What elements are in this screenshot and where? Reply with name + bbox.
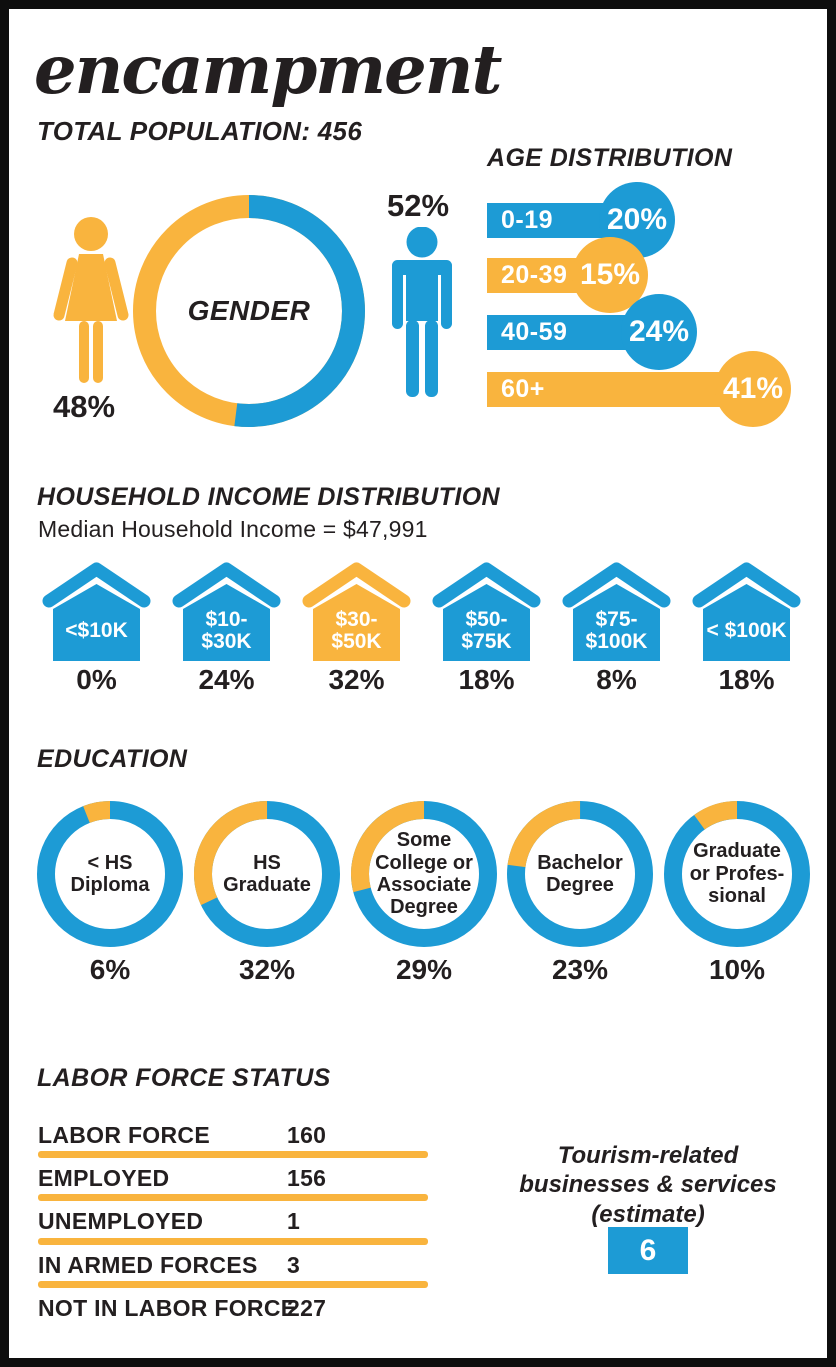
age-section-heading: AGE DISTRIBUTION <box>487 144 733 172</box>
income-percentage: 18% <box>458 664 515 695</box>
male-icon <box>392 227 452 397</box>
labor-row-unemployed: UNEMPLOYED 1 <box>38 1208 430 1238</box>
age-bar-20-39: 20-39 15% <box>487 237 832 313</box>
income-percentage: 18% <box>718 664 775 695</box>
median-income-label: Median Household Income = $47,991 <box>38 516 428 542</box>
labor-row-label: EMPLOYED <box>38 1165 170 1191</box>
age-bar-0-19: 0-19 20% <box>487 182 832 258</box>
age-percentage-bubble: 20% <box>599 182 675 258</box>
age-percentage-bubble: 41% <box>715 351 791 427</box>
education-category-label: < HS Diploma <box>70 851 150 896</box>
house-icon <box>302 562 411 661</box>
education-donut-svg <box>664 801 810 947</box>
age-range-label: 0-19 <box>501 206 554 234</box>
female-icon <box>53 217 129 383</box>
labor-row-value: 1 <box>287 1208 301 1234</box>
total-population-label: TOTAL POPULATION: 456 <box>37 116 363 146</box>
education-donut-svg <box>37 801 183 947</box>
education-donut-svg <box>507 801 653 947</box>
education-percentage: 10% <box>708 954 766 985</box>
row-divider <box>38 1151 428 1158</box>
age-percentage: 24% <box>628 315 690 348</box>
income-house-30k-50k: $30- $50K 32% <box>300 556 413 701</box>
age-bar-rect: 60+ <box>487 372 753 407</box>
house-icon <box>432 562 541 661</box>
education-percentage: 32% <box>238 954 296 985</box>
labor-row-employed: EMPLOYED 156 <box>38 1165 430 1195</box>
age-bar-40-59: 40-59 24% <box>487 294 832 370</box>
house-icon <box>42 562 151 661</box>
education-donut-hs-diploma: < HS Diploma 6% <box>37 801 183 1016</box>
education-category-label: Bachelor Degree <box>537 851 623 896</box>
age-range-label: 60+ <box>501 375 545 403</box>
education-section-heading: EDUCATION <box>37 745 188 773</box>
income-range-label: $30- $50K <box>331 607 382 653</box>
education-donut-graduate: Graduate or Profes- sional 10% <box>664 801 810 1016</box>
age-percentage: 20% <box>606 203 668 236</box>
tourism-count: 6 <box>639 1233 657 1267</box>
labor-row-labor-force: LABOR FORCE 160 <box>38 1122 430 1152</box>
income-range-label: <$10K <box>65 618 128 642</box>
education-percentage: 29% <box>395 954 453 985</box>
income-range-label: < $100K <box>706 618 787 642</box>
education-donut-some-college: Some College or Associate Degree 29% <box>350 801 497 1016</box>
income-range-label: $50- $75K <box>461 607 512 653</box>
row-divider <box>38 1194 428 1201</box>
labor-section-heading: LABOR FORCE STATUS <box>37 1064 331 1092</box>
education-category-label: Graduate or Profes- sional <box>689 840 785 908</box>
age-percentage-bubble: 15% <box>572 237 648 313</box>
gender-chart-title: GENDER <box>187 295 311 326</box>
page-title: encampment <box>34 30 502 109</box>
age-percentage: 41% <box>722 372 784 405</box>
age-percentage-bubble: 24% <box>621 294 697 370</box>
gender-donut-svg <box>133 195 365 427</box>
tourism-count-box: 6 <box>608 1227 688 1274</box>
education-donut-svg <box>194 801 340 947</box>
income-percentage: 0% <box>76 664 117 695</box>
row-divider <box>38 1238 428 1245</box>
income-house-10k-30k: $10- $30K 24% <box>170 556 283 701</box>
income-percentage: 24% <box>198 664 255 695</box>
labor-row-not-in-labor-force: NOT IN LABOR FORCE 227 <box>38 1295 430 1325</box>
income-house-over-100k: < $100K 18% <box>690 556 803 701</box>
education-percentage: 6% <box>89 954 131 985</box>
age-range-label: 20-39 <box>501 261 568 289</box>
tourism-label: Tourism-related businesses & services (e… <box>519 1142 777 1228</box>
education-donut-hs-graduate: HS Graduate 32% <box>194 801 340 1016</box>
age-percentage: 15% <box>579 258 641 291</box>
education-percentage: 23% <box>551 954 609 985</box>
education-category-label: Some College or Associate Degree <box>375 829 473 919</box>
income-house-50k-75k: $50- $75K 18% <box>430 556 543 701</box>
labor-row-value: 227 <box>287 1295 327 1321</box>
labor-row-label: LABOR FORCE <box>38 1122 210 1148</box>
row-divider <box>38 1281 428 1288</box>
female-percentage: 48% <box>52 389 116 424</box>
income-range-label: $10- $30K <box>201 607 252 653</box>
income-percentage: 8% <box>596 664 637 695</box>
labor-row-label: NOT IN LABOR FORCE <box>38 1295 297 1321</box>
labor-row-label: IN ARMED FORCES <box>38 1252 258 1278</box>
labor-row-value: 3 <box>287 1252 301 1278</box>
income-percentage: 32% <box>328 664 385 695</box>
income-house-75k-100k: $75- $100K 8% <box>560 556 673 701</box>
gender-donut-chart: GENDER <box>133 195 365 427</box>
male-percentage: 52% <box>386 188 450 223</box>
education-category-label: HS Graduate <box>223 851 311 896</box>
income-section-heading: HOUSEHOLD INCOME DISTRIBUTION <box>37 483 500 511</box>
labor-row-armed-forces: IN ARMED FORCES 3 <box>38 1252 430 1282</box>
labor-row-value: 156 <box>287 1165 327 1191</box>
house-icon <box>562 562 671 661</box>
house-icon <box>172 562 281 661</box>
income-house-under-10k: <$10K 0% <box>40 556 153 701</box>
age-bar-60-plus: 60+ 41% <box>487 351 832 427</box>
labor-row-label: UNEMPLOYED <box>38 1208 204 1234</box>
labor-row-value: 160 <box>287 1122 327 1148</box>
age-range-label: 40-59 <box>501 318 568 346</box>
education-donut-bachelor: Bachelor Degree 23% <box>507 801 653 1016</box>
education-donut-svg <box>350 801 497 947</box>
house-icon <box>692 562 801 661</box>
income-range-label: $75- $100K <box>585 607 648 653</box>
